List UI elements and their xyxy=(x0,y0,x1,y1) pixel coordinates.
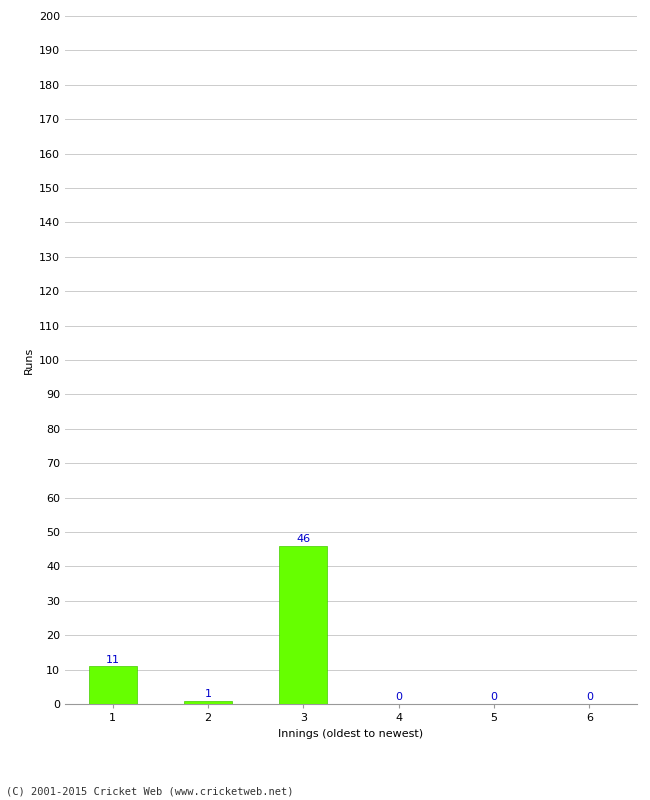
Bar xyxy=(184,701,232,704)
X-axis label: Innings (oldest to newest): Innings (oldest to newest) xyxy=(278,729,424,738)
Bar xyxy=(89,666,136,704)
Text: (C) 2001-2015 Cricket Web (www.cricketweb.net): (C) 2001-2015 Cricket Web (www.cricketwe… xyxy=(6,786,294,796)
Text: 1: 1 xyxy=(205,689,211,699)
Y-axis label: Runs: Runs xyxy=(23,346,33,374)
Text: 0: 0 xyxy=(586,692,593,702)
Text: 46: 46 xyxy=(296,534,311,544)
Text: 0: 0 xyxy=(491,692,497,702)
Text: 0: 0 xyxy=(395,692,402,702)
Text: 11: 11 xyxy=(106,654,120,665)
Bar xyxy=(280,546,327,704)
